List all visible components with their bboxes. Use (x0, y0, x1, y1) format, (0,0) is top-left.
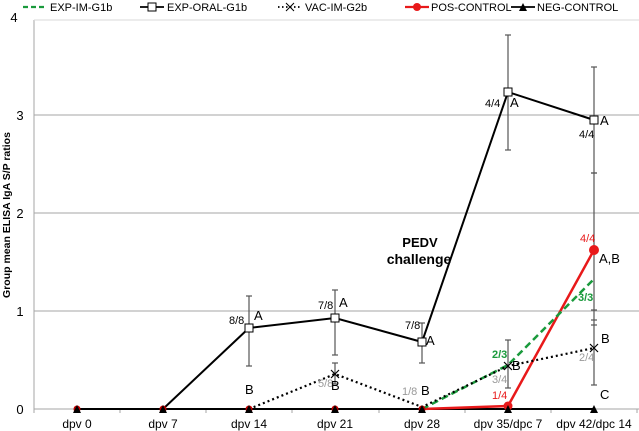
ratio-label: 4/4 (485, 98, 500, 110)
x-tick-label: dpv 42/dpc 14 (556, 417, 632, 431)
group-letter: B (512, 358, 521, 373)
ratio-label: 7/8 (405, 320, 420, 332)
x-tick-label: dpv 35/dpc 7 (474, 417, 543, 431)
ratio-label: 7/8 (318, 300, 333, 312)
legend-label: NEG-CONTROL (537, 2, 618, 14)
ratio-label: 2/4 (579, 352, 594, 364)
annotations: PEDV challenge 8/8 A 7/8 A 7/8 A 4/4 A 4… (229, 95, 620, 402)
ratio-label: 5/8 (318, 378, 333, 390)
legend-item-neg-control: NEG-CONTROL (511, 2, 618, 14)
group-letter: A (600, 113, 609, 128)
group-letter: C (600, 387, 609, 402)
y-tick-labels: 0 1 2 3 4 (10, 10, 23, 417)
ratio-label: 2/3 (492, 349, 507, 361)
y-tick-label: 4 (10, 10, 17, 25)
group-letter: B (331, 378, 340, 393)
ratio-label: 8/8 (229, 315, 244, 327)
x-tick-label: dpv 7 (148, 417, 178, 431)
ratio-label: 4/4 (580, 233, 595, 245)
plot-area (33, 19, 639, 413)
group-letter: A,B (599, 251, 620, 266)
series-exp-oral-g1b-line (162, 90, 595, 410)
legend-label: POS-CONTROL (431, 2, 512, 14)
group-letter: A (426, 333, 435, 348)
legend-item-vac-im-g2b: VAC-IM-G2b (278, 2, 367, 14)
group-letter: A (254, 308, 263, 323)
legend-label: VAC-IM-G2b (305, 2, 367, 14)
error-bars (246, 34, 597, 404)
ratio-label: 1/4 (492, 390, 507, 402)
x-tick-label: dpv 14 (231, 417, 267, 431)
pos-control-marker-icon (589, 245, 599, 255)
legend-item-exp-im-g1b: EXP-IM-G1b (23, 2, 112, 14)
filled-triangle-marker-icon (519, 3, 527, 11)
x-tick-labels: dpv 0 dpv 7 dpv 14 dpv 21 dpv 28 dpv 35/… (62, 417, 632, 431)
y-tick-label: 0 (16, 402, 23, 417)
group-letter: B (245, 382, 254, 397)
y-axis-title: Group mean ELISA IgA S/P ratios (1, 132, 13, 298)
y-tick-label: 3 (16, 108, 23, 123)
open-square-marker-icon (147, 2, 157, 12)
ratio-label: 4/4 (579, 129, 594, 141)
group-letter: B (421, 383, 430, 398)
x-tick-label: dpv 21 (317, 417, 353, 431)
group-letter: A (339, 295, 348, 310)
legend: EXP-IM-G1b EXP-ORAL-G1b VAC-IM-G2b POS-C… (23, 2, 618, 14)
x-tick-label: dpv 0 (62, 417, 92, 431)
group-letter: B (601, 331, 610, 346)
x-tick-label: dpv 28 (404, 417, 440, 431)
series-exp-im-g1b-line (421, 278, 595, 411)
legend-item-exp-oral-g1b: EXP-ORAL-G1b (140, 2, 247, 14)
y-tick-label: 2 (16, 206, 23, 221)
ratio-label: 3/3 (578, 292, 593, 304)
legend-label: EXP-IM-G1b (50, 2, 112, 14)
filled-circle-marker-icon (413, 3, 421, 11)
ratio-label: 1/8 (402, 386, 417, 398)
markers (73, 87, 599, 413)
y-tick-label: 1 (16, 304, 23, 319)
challenge-label: challenge (387, 251, 452, 267)
challenge-label: PEDV (402, 235, 438, 250)
ratio-label: 3/4 (492, 374, 507, 386)
x-marker-icon (285, 2, 295, 12)
legend-item-pos-control: POS-CONTROL (405, 2, 512, 14)
legend-label: EXP-ORAL-G1b (167, 2, 247, 14)
group-letter: A (510, 95, 519, 110)
